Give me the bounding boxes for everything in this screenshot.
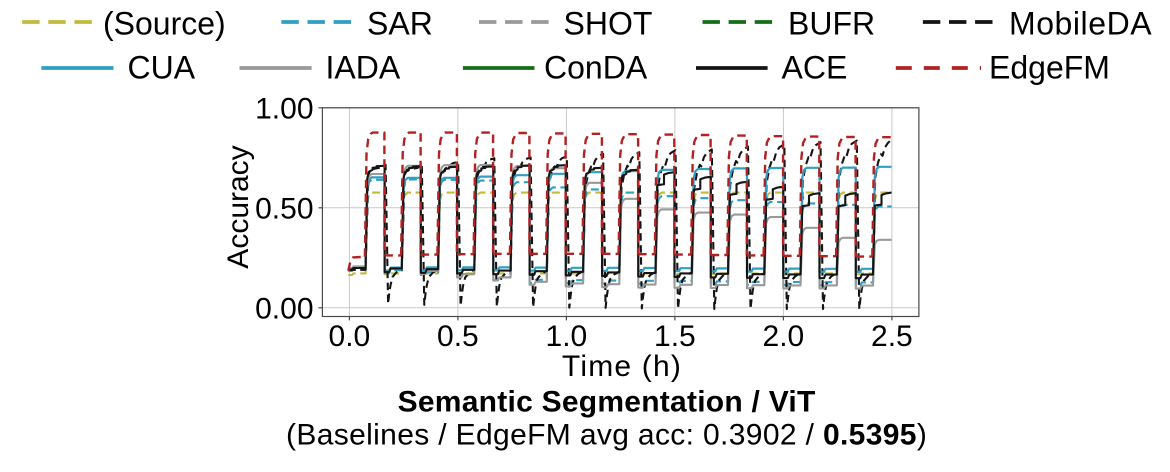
svg-text:2.5: 2.5 — [871, 320, 913, 353]
svg-text:2.0: 2.0 — [763, 320, 805, 353]
svg-text:ConDA: ConDA — [544, 50, 648, 86]
svg-text:ACE: ACE — [782, 50, 848, 86]
svg-text:BUFR: BUFR — [788, 5, 875, 41]
svg-text:Semantic Segmentation / ViT: Semantic Segmentation / ViT — [398, 386, 816, 419]
svg-text:0.00: 0.00 — [255, 293, 313, 326]
svg-text:SHOT: SHOT — [564, 5, 653, 41]
svg-text:1.5: 1.5 — [654, 320, 696, 353]
svg-text:Accuracy: Accuracy — [222, 145, 255, 268]
svg-text:CUA: CUA — [128, 50, 196, 86]
svg-text:SAR: SAR — [367, 5, 433, 41]
svg-text:0.5: 0.5 — [437, 320, 479, 353]
svg-text:MobileDA: MobileDA — [1009, 5, 1152, 41]
svg-text:EdgeFM: EdgeFM — [989, 50, 1110, 86]
svg-text:(Baselines / EdgeFM avg acc: 0: (Baselines / EdgeFM avg acc: 0.3902 / 0.… — [286, 419, 927, 452]
svg-text:Time (h): Time (h) — [562, 350, 682, 383]
svg-text:0.50: 0.50 — [255, 193, 313, 226]
svg-text:IADA: IADA — [326, 50, 401, 86]
svg-text:1.0: 1.0 — [546, 320, 588, 353]
svg-text:0.0: 0.0 — [329, 320, 371, 353]
svg-text:(Source): (Source) — [103, 5, 226, 41]
svg-text:1.00: 1.00 — [255, 93, 313, 126]
